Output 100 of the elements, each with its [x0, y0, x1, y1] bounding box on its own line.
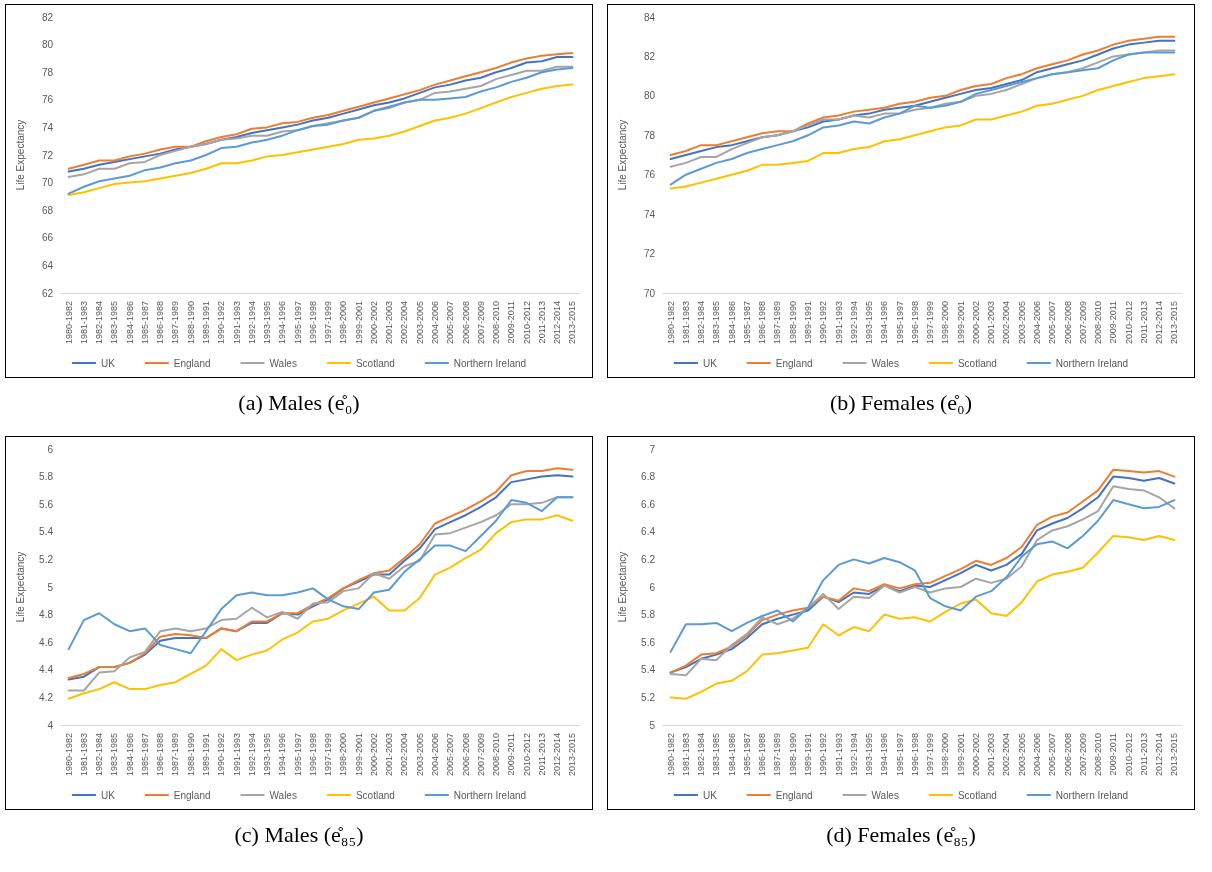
x-tick-label: 2012-2014 — [1154, 301, 1165, 345]
text: (b) Females (e̊₀) — [828, 390, 974, 416]
y-tick-label: 6 — [47, 443, 54, 455]
x-tick-label: 1984-1986 — [726, 301, 737, 345]
y-tick-label: 80 — [643, 90, 656, 102]
legend-label: Scotland — [957, 789, 997, 801]
x-tick-label: 2008-2010 — [491, 301, 502, 345]
y-tick-label: 5.4 — [39, 526, 54, 538]
x-tick-label: 2007-2009 — [475, 301, 486, 345]
legend-label: England — [173, 789, 211, 801]
y-tick-label: 70 — [41, 177, 54, 189]
x-tick-label: 1987-1989 — [170, 733, 181, 777]
x-tick-label: 1997-1999 — [925, 301, 936, 345]
x-tick-label: 1982-1984 — [94, 301, 105, 345]
x-tick-label: 2000-2002 — [970, 301, 981, 345]
x-tick-label: 1981-1983 — [78, 733, 89, 777]
legend-label: Wales — [871, 789, 899, 801]
x-tick-label: 2000-2002 — [368, 301, 379, 345]
y-tick-label: 72 — [643, 248, 656, 260]
x-tick-label: 1997-1999 — [323, 733, 334, 777]
x-tick-label: 2005-2007 — [1047, 733, 1058, 777]
x-tick-label: 1994-1996 — [277, 733, 288, 777]
x-tick-label: 2001-2003 — [384, 301, 395, 345]
x-tick-label: 2007-2009 — [1077, 301, 1088, 345]
legend-label: England — [775, 789, 813, 801]
x-tick-label: 1986-1988 — [155, 733, 166, 777]
line-series — [669, 499, 1176, 653]
x-tick-label: 1993-1995 — [864, 733, 875, 777]
y-tick-label: 4.6 — [39, 636, 54, 648]
x-tick-label: 1992-1994 — [848, 301, 859, 345]
x-tick-label: 1989-1991 — [803, 733, 814, 777]
y-tick-label: 72 — [41, 149, 54, 161]
x-tick-label: 2013-2015 — [567, 733, 578, 777]
x-tick-label: 2001-2003 — [986, 733, 997, 777]
x-tick-label: 2005-2007 — [445, 733, 456, 777]
x-tick-label: 2002-2004 — [1001, 301, 1012, 345]
y-axis-title: Life Expectancy — [14, 119, 26, 191]
y-tick-label: 62 — [41, 287, 54, 299]
x-tick-label: 1982-1984 — [94, 733, 105, 777]
legend-label: Wales — [871, 357, 899, 369]
x-tick-label: 1991-1993 — [231, 733, 242, 777]
y-tick-label: 5.8 — [641, 609, 656, 621]
x-tick-label: 2009-2011 — [1108, 733, 1119, 776]
y-tick-label: 76 — [643, 169, 656, 181]
x-tick-label: 2007-2009 — [475, 733, 486, 777]
legend-label: Northern Ireland — [453, 357, 527, 369]
x-tick-label: 1980-1982 — [63, 301, 74, 345]
x-tick-label: 2010-2012 — [1123, 301, 1134, 345]
x-tick-label: 1994-1996 — [879, 301, 890, 345]
x-tick-label: 2012-2014 — [1154, 733, 1165, 777]
x-tick-label: 1999-2001 — [955, 733, 966, 777]
x-tick-label: 1987-1989 — [170, 301, 181, 345]
x-tick-label: 2008-2010 — [1093, 301, 1104, 345]
legend-label: Northern Ireland — [1055, 789, 1129, 801]
y-tick-label: 4.8 — [39, 609, 54, 621]
x-tick-label: 2002-2004 — [399, 733, 410, 777]
x-tick-label: 1984-1986 — [124, 301, 135, 345]
y-tick-label: 4.2 — [39, 691, 54, 703]
x-tick-label: 1998-2000 — [940, 301, 951, 345]
x-tick-label: 2003-2005 — [414, 301, 425, 345]
y-tick-label: 6.2 — [641, 553, 656, 565]
x-tick-label: 1991-1993 — [833, 733, 844, 777]
y-tick-label: 78 — [41, 66, 54, 78]
x-tick-label: 2005-2007 — [445, 301, 456, 345]
x-tick-label: 2006-2008 — [1062, 733, 1073, 777]
x-tick-label: 1997-1999 — [925, 733, 936, 777]
legend-label: Northern Ireland — [453, 789, 527, 801]
x-tick-label: 1985-1987 — [139, 301, 150, 345]
x-tick-label: 2005-2007 — [1047, 301, 1058, 345]
y-tick-label: 66 — [41, 232, 54, 244]
x-tick-label: 1991-1993 — [833, 301, 844, 345]
x-tick-label: 1983-1985 — [109, 733, 120, 777]
x-tick-label: 1985-1987 — [741, 301, 752, 345]
x-tick-label: 1982-1984 — [696, 733, 707, 777]
x-tick-label: 1996-1998 — [909, 733, 920, 777]
y-tick-label: 4 — [47, 719, 54, 731]
text: (d) Females (e̊₈₅) — [825, 822, 977, 848]
x-tick-label: 1990-1992 — [818, 301, 829, 345]
x-tick-label: 1992-1994 — [246, 733, 257, 777]
x-tick-label: 1988-1990 — [185, 301, 196, 345]
x-tick-label: 1993-1995 — [262, 733, 273, 777]
x-tick-label: 2003-2005 — [1016, 733, 1027, 777]
x-tick-label: 1996-1998 — [307, 733, 318, 777]
y-tick-label: 74 — [41, 121, 54, 133]
x-tick-label: 2009-2011 — [506, 733, 517, 776]
x-tick-label: 1990-1992 — [216, 301, 227, 345]
y-tick-label: 4.4 — [39, 664, 54, 676]
x-tick-label: 1992-1994 — [848, 733, 859, 777]
x-tick-label: 1995-1997 — [894, 733, 905, 777]
x-tick-label: 1989-1991 — [803, 301, 814, 345]
y-tick-label: 80 — [41, 39, 54, 51]
x-tick-label: 1997-1999 — [323, 301, 334, 345]
x-tick-label: 2001-2003 — [986, 301, 997, 345]
x-tick-label: 1990-1992 — [216, 733, 227, 777]
x-tick-label: 2010-2012 — [521, 733, 532, 777]
legend-label: England — [775, 357, 813, 369]
x-tick-label: 1999-2001 — [353, 733, 364, 777]
x-tick-label: 1981-1983 — [680, 733, 691, 777]
x-tick-label: 2009-2011 — [506, 301, 517, 344]
x-tick-label: 2012-2014 — [552, 733, 563, 777]
